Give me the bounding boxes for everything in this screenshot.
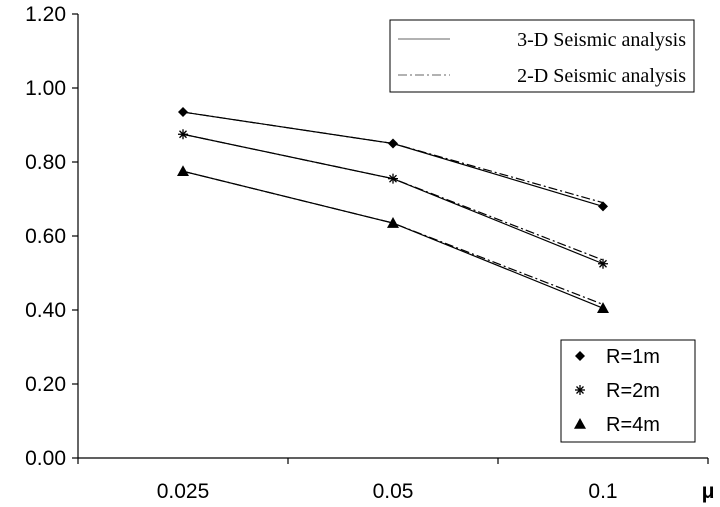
- series-line-R2m-3d: [182, 133, 604, 265]
- y-tick-label: 1.20: [25, 3, 66, 26]
- legend-markers: R=1m R=2m R=4m: [560, 339, 696, 443]
- data-point-triangle: [177, 165, 189, 177]
- data-point-diamond: [178, 107, 188, 118]
- data-point-diamond: [598, 201, 608, 212]
- legend-marker-label: R=4m: [606, 414, 660, 436]
- data-point-diamond: [388, 138, 398, 149]
- x-axis-label: μ: [702, 480, 715, 503]
- x-tick-label: 0.025: [157, 480, 210, 503]
- legend-marker-asterisk: [575, 385, 585, 395]
- data-point-asterisk: [598, 258, 608, 269]
- data-point-asterisk: [388, 173, 398, 184]
- series-line-R2m-2d: [182, 133, 604, 261]
- y-tick-label: 0.60: [25, 225, 66, 248]
- series-line-R1m-3d: [182, 111, 604, 207]
- legend-line-label: 2-D Seismic analysis: [517, 65, 686, 87]
- y-tick-label: 0.00: [25, 447, 66, 470]
- axes: 0.00 0.20 0.40 0.60 0.80 1.00 1.20 0.025 0.05 0.1…: [25, 3, 714, 503]
- legend-line-styles: 3-D Seismic analysis 2-D Seismic analysis: [389, 19, 695, 93]
- data-point-triangle: [387, 217, 399, 228]
- series-line-R4m-3d: [182, 170, 604, 309]
- x-tick-label: 0.05: [373, 480, 414, 503]
- legend-marker-label: R=2m: [606, 380, 660, 402]
- x-tick-label: 0.1: [588, 480, 617, 503]
- data-point-asterisk: [178, 129, 188, 140]
- legend-marker-diamond: [575, 351, 585, 361]
- series-layer: [177, 107, 609, 313]
- y-tick-label: 1.00: [25, 77, 66, 100]
- series-line-R1m-2d: [182, 111, 604, 204]
- data-point-triangle: [597, 302, 609, 313]
- legend-marker-triangle: [574, 418, 586, 429]
- y-tick-label: 0.20: [25, 373, 66, 396]
- y-tick-label: 0.80: [25, 151, 66, 174]
- legend-marker-label: R=1m: [606, 346, 660, 368]
- legend-line-label: 3-D Seismic analysis: [517, 29, 686, 51]
- y-tick-label: 0.40: [25, 299, 66, 322]
- legend-line-styles-box: [389, 19, 695, 93]
